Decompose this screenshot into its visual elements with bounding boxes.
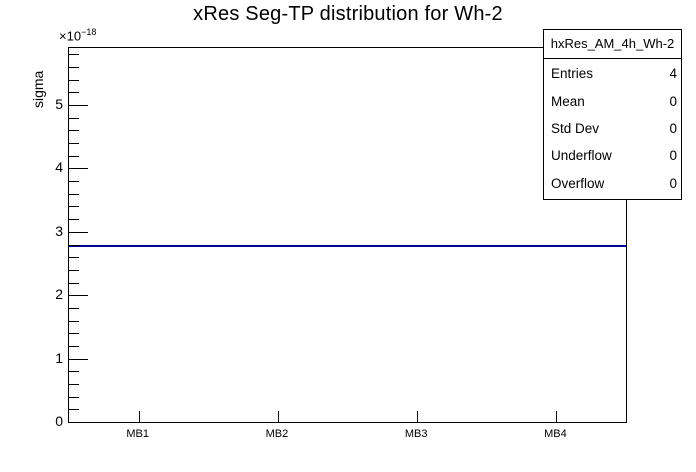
stats-row-label: Entries (551, 66, 594, 82)
stats-row-value: 0 (669, 121, 677, 137)
stats-box: hxRes_AM_4h_Wh-2 Entries 4 Mean 0 Std Dev 0 Un… (543, 29, 682, 200)
y-axis-minor-tick (69, 320, 79, 322)
y-axis-minor-tick (69, 117, 79, 119)
y-axis-tick-label: 3 (55, 222, 63, 239)
x-axis-tick (138, 411, 140, 422)
y-exponent-power: −18 (81, 27, 97, 37)
y-axis-minor-tick (69, 193, 79, 195)
stats-row: Entries 4 (544, 60, 681, 87)
y-axis-minor-tick (69, 206, 79, 208)
x-axis-tick (277, 411, 279, 422)
y-axis-major-tick (69, 358, 88, 360)
y-axis-minor-tick (69, 155, 79, 157)
stats-row-value: 0 (669, 175, 677, 191)
y-axis-minor-tick (69, 257, 79, 259)
x-axis-tick (417, 411, 419, 422)
stats-box-title: hxRes_AM_4h_Wh-2 (544, 30, 681, 59)
stats-row-label: Std Dev (551, 121, 600, 137)
y-axis-minor-tick (69, 282, 79, 284)
y-axis-minor-tick (69, 333, 79, 335)
plot-frame (68, 47, 627, 423)
y-axis-tick-label: 2 (55, 286, 63, 303)
y-axis-minor-tick (69, 92, 79, 94)
y-axis-minor-tick (69, 307, 79, 309)
stats-row-value: 0 (669, 93, 677, 109)
stats-row-label: Mean (551, 93, 585, 109)
y-axis-tick-label: 1 (55, 349, 63, 366)
y-axis-tick-label: 5 (55, 96, 63, 113)
y-axis-minor-tick (69, 409, 79, 411)
y-axis-minor-tick (69, 130, 79, 132)
y-axis-minor-tick (69, 181, 79, 183)
x-axis-tick-label: MB2 (265, 428, 289, 440)
y-axis-minor-tick (69, 244, 79, 246)
y-axis-major-tick (69, 105, 88, 107)
x-axis-tick-label: MB3 (404, 428, 428, 440)
stats-row: Underflow 0 (544, 142, 681, 169)
y-axis-tick-label: 4 (55, 159, 63, 176)
stats-row: Mean 0 (544, 87, 681, 114)
stats-row-label: Underflow (551, 148, 612, 164)
y-axis-exponent: ×10−18 (59, 27, 96, 43)
y-axis-minor-tick (69, 371, 79, 373)
stats-row: Overflow 0 (544, 170, 681, 197)
y-axis-tick-label: 0 (55, 413, 63, 429)
y-axis-minor-tick (69, 219, 79, 221)
y-axis-minor-tick (69, 54, 79, 56)
stats-box-body: Entries 4 Mean 0 Std Dev 0 Underflow 0 Overflow 0 (544, 59, 681, 199)
stats-row-value: 4 (669, 66, 677, 82)
x-axis-tick-label: MB1 (126, 428, 149, 440)
stats-row-label: Overflow (551, 175, 605, 191)
stats-row-value: 0 (669, 148, 677, 164)
y-axis-minor-tick (69, 383, 79, 385)
y-axis-major-tick (69, 231, 88, 233)
plot-title: xRes Seg-TP distribution for Wh-2 (193, 3, 503, 25)
y-axis-major-tick (69, 168, 88, 170)
y-axis-minor-tick (69, 67, 79, 69)
y-axis-major-tick (69, 295, 88, 297)
x-axis-tick-label: MB4 (544, 428, 567, 440)
y-exponent-base: ×10 (59, 28, 82, 44)
y-axis-minor-tick (69, 79, 79, 81)
y-axis-minor-tick (69, 143, 79, 145)
y-axis-minor-tick (69, 269, 79, 271)
x-axis-tick (556, 411, 558, 422)
histogram-line (69, 244, 626, 247)
stats-row: Std Dev 0 (544, 115, 681, 142)
y-axis-minor-tick (69, 345, 79, 347)
y-axis-minor-tick (69, 396, 79, 398)
